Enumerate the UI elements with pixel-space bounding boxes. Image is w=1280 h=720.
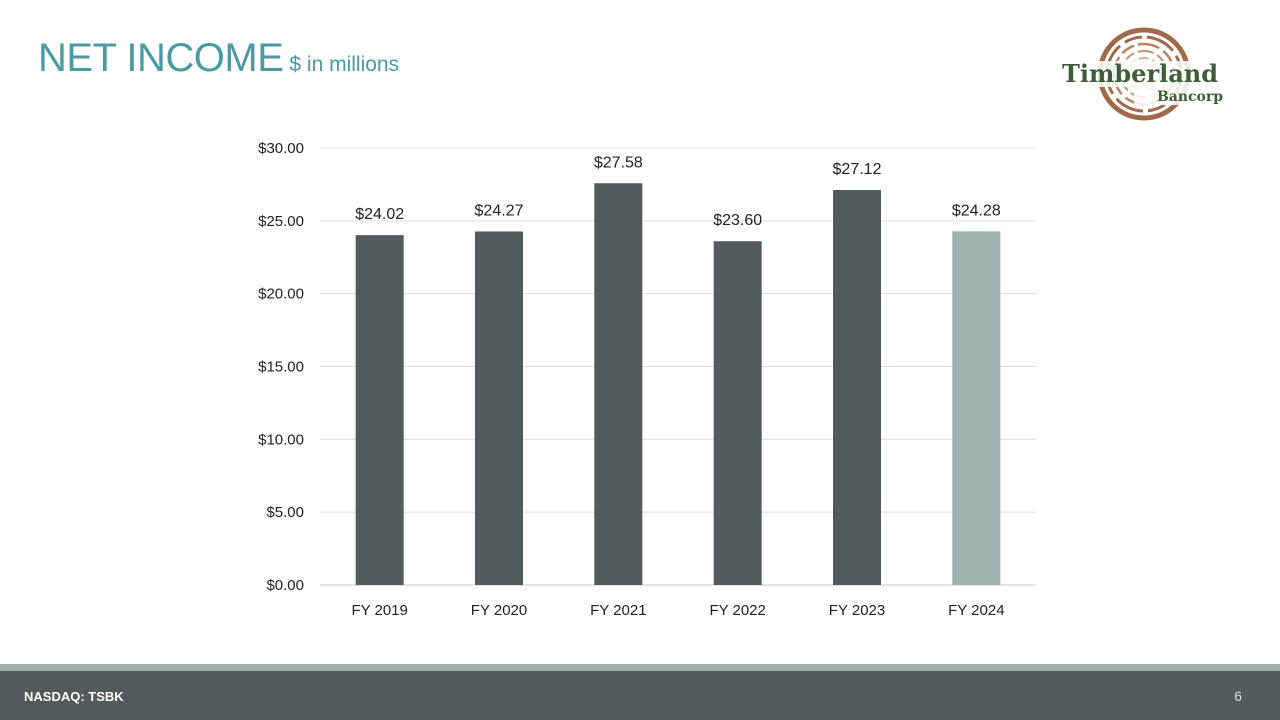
bar xyxy=(713,241,762,585)
page-number: 6 xyxy=(1234,688,1242,704)
x-tick-label: FY 2024 xyxy=(948,602,1004,619)
title-subtitle: $ in millions xyxy=(289,53,400,76)
y-tick-label: $0.00 xyxy=(266,577,304,594)
y-tick-label: $25.00 xyxy=(258,213,304,230)
data-label: $24.02 xyxy=(355,206,404,223)
data-label: $24.28 xyxy=(952,202,1001,219)
x-tick-label: FY 2022 xyxy=(709,602,765,619)
net-income-bar-chart: $0.00 $5.00 $10.00 $15.00 $20.00 $25.00 $30.00… xyxy=(258,140,1036,619)
data-label: $24.27 xyxy=(475,202,524,219)
x-tick-label: FY 2019 xyxy=(351,602,407,619)
x-tick-label: FY 2021 xyxy=(590,602,646,619)
data-label: $27.58 xyxy=(594,154,643,171)
title-main: NET INCOME xyxy=(38,36,284,80)
y-tick-label: $10.00 xyxy=(258,431,304,448)
y-tick-label: $20.00 xyxy=(258,286,304,303)
footer-ticker: NASDAQ: TSBK xyxy=(24,689,124,704)
logo-line2: Bancorp xyxy=(1157,89,1223,105)
page-title: NET INCOME $ in millions xyxy=(38,38,399,78)
bar xyxy=(475,231,523,586)
y-tick-label: $30.00 xyxy=(258,140,304,157)
footer-stripe xyxy=(0,664,1280,671)
bar xyxy=(355,235,404,585)
logo-line1: Timberland xyxy=(1062,59,1218,88)
y-tick-label: $5.00 xyxy=(266,504,304,521)
timberland-bancorp-logo: Timberland Bancorp xyxy=(1058,27,1224,121)
bar xyxy=(594,183,643,585)
data-label: $27.12 xyxy=(833,161,882,178)
bar xyxy=(833,189,881,585)
x-tick-label: FY 2020 xyxy=(471,602,527,619)
bar xyxy=(952,231,1001,585)
y-tick-label: $15.00 xyxy=(258,359,304,376)
footer-bar: NASDAQ: TSBK 6 xyxy=(0,671,1280,720)
data-label: $23.60 xyxy=(713,212,762,229)
x-tick-label: FY 2023 xyxy=(829,602,885,619)
